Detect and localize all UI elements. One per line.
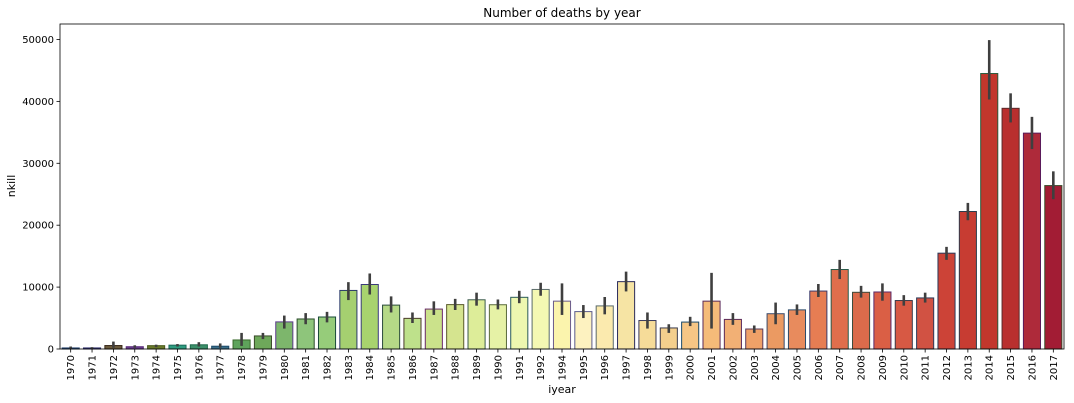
y-tick-label: 40000	[22, 97, 54, 108]
x-tick-label: 1988	[451, 355, 462, 380]
x-tick-label: 1987	[429, 355, 440, 380]
x-tick-label: 1977	[216, 355, 227, 380]
bar-1989	[467, 299, 486, 350]
x-tick-label: 1994	[558, 355, 569, 380]
y-tick-label: 20000	[22, 221, 54, 232]
x-tick-label: 2012	[942, 355, 953, 380]
x-tick-label: 1992	[536, 355, 547, 380]
x-tick-label: 2015	[1006, 355, 1017, 380]
x-tick-label: 1989	[472, 355, 483, 380]
bar-2017	[1044, 185, 1063, 350]
x-tick-label: 2003	[750, 355, 761, 380]
bar-1997	[617, 281, 636, 350]
x-tick-label: 1980	[280, 355, 291, 380]
bar-1991	[510, 296, 529, 350]
x-tick-label: 2010	[899, 355, 910, 380]
x-tick-label: 1991	[515, 355, 526, 380]
x-tick-label: 1990	[493, 355, 504, 380]
x-tick-label: 2001	[707, 355, 718, 380]
bar-2012	[937, 252, 956, 350]
x-tick-label: 1979	[258, 355, 269, 380]
x-tick-label: 1999	[664, 355, 675, 380]
x-axis-label: iyear	[548, 383, 576, 396]
x-tick-label: 1982	[323, 355, 334, 380]
x-tick-label: 1972	[109, 355, 120, 380]
x-tick-label: 2004	[771, 355, 782, 380]
x-tick-label: 2000	[686, 355, 697, 380]
y-axis-label: nkill	[5, 175, 18, 198]
x-tick-label: 2017	[1049, 355, 1060, 380]
chart-title: Number of deaths by year	[483, 6, 641, 20]
bar-2006	[809, 290, 828, 350]
bar-2016	[1022, 132, 1042, 350]
x-tick-label: 2008	[857, 355, 868, 380]
x-tick-label: 1983	[344, 355, 355, 380]
x-tick-label: 1971	[88, 355, 99, 380]
x-tick-label: 1973	[130, 355, 141, 380]
bar-2008	[852, 291, 871, 350]
bar-1988	[446, 304, 465, 350]
x-tick-label: 1997	[622, 355, 633, 380]
x-tick-label: 1970	[66, 355, 77, 380]
bar-2005	[787, 309, 807, 350]
bar-1987	[424, 308, 443, 350]
bar-2013	[958, 211, 977, 350]
x-tick-label: 1984	[365, 355, 376, 380]
x-tick-label: 1985	[387, 355, 398, 380]
y-tick-label: 0	[48, 345, 54, 356]
x-axis: 1970 1971 1972 1973 1974 1975 1976 1977 1978 1979…	[66, 349, 1060, 380]
x-tick-label: 1981	[301, 355, 312, 380]
bar-2000	[681, 321, 700, 350]
y-tick-label: 30000	[22, 159, 54, 170]
x-tick-label: 2002	[728, 355, 739, 380]
plot-frame	[59, 23, 1065, 350]
x-tick-label: 2006	[814, 355, 825, 380]
x-tick-label: 2009	[878, 355, 889, 380]
bar-1990	[488, 304, 507, 350]
error-bars-group	[69, 40, 1055, 349]
bar-2015	[1001, 107, 1020, 350]
bar-2014	[980, 73, 999, 350]
bar-2007	[830, 269, 849, 350]
x-tick-label: 1995	[579, 355, 590, 380]
bar-2010	[894, 300, 913, 350]
x-tick-label: 1976	[194, 355, 205, 380]
x-tick-label: 2013	[963, 355, 974, 380]
x-tick-label: 2007	[835, 355, 846, 380]
x-tick-label: 1974	[152, 355, 163, 380]
x-tick-label: 2016	[1027, 355, 1038, 380]
x-tick-label: 2005	[792, 355, 803, 380]
x-tick-label: 2011	[921, 355, 932, 380]
y-tick-label: 50000	[22, 35, 54, 46]
x-tick-label: 1996	[600, 355, 611, 380]
x-tick-label: 1978	[237, 355, 248, 380]
x-tick-label: 2014	[985, 355, 996, 380]
x-tick-label: 1975	[173, 355, 184, 380]
bar-1992	[531, 288, 550, 350]
bar-2011	[916, 297, 935, 350]
x-tick-label: 1986	[408, 355, 419, 380]
x-tick-label: 1998	[643, 355, 654, 380]
y-axis: 0 10000 20000 30000 40000 50000	[22, 35, 60, 356]
y-tick-label: 10000	[22, 283, 54, 294]
